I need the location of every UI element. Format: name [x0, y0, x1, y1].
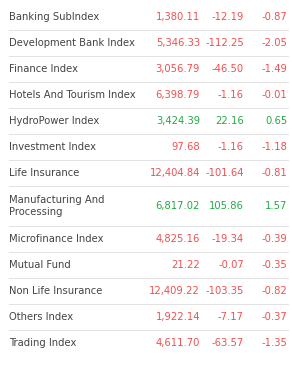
Text: -0.07: -0.07 [218, 260, 244, 270]
Text: 3,056.79: 3,056.79 [156, 64, 200, 74]
Text: Microfinance Index: Microfinance Index [9, 234, 103, 244]
Text: 1,922.14: 1,922.14 [156, 312, 200, 322]
Text: -112.25: -112.25 [205, 38, 244, 48]
Text: -7.17: -7.17 [218, 312, 244, 322]
Text: Finance Index: Finance Index [9, 64, 78, 74]
Text: -101.64: -101.64 [205, 168, 244, 178]
Text: 21.22: 21.22 [171, 260, 200, 270]
Text: 97.68: 97.68 [171, 142, 200, 152]
Text: 4,825.16: 4,825.16 [156, 234, 200, 244]
Text: -0.35: -0.35 [262, 260, 288, 270]
Text: Hotels And Tourism Index: Hotels And Tourism Index [9, 90, 135, 100]
Text: Trading Index: Trading Index [9, 338, 76, 348]
Text: 105.86: 105.86 [209, 201, 244, 211]
Text: 5,346.33: 5,346.33 [156, 38, 200, 48]
Text: 3,424.39: 3,424.39 [156, 116, 200, 126]
Text: -1.35: -1.35 [262, 338, 288, 348]
Text: -63.57: -63.57 [212, 338, 244, 348]
Text: -0.01: -0.01 [262, 90, 288, 100]
Text: -0.82: -0.82 [262, 286, 288, 296]
Text: 6,817.02: 6,817.02 [156, 201, 200, 211]
Text: -46.50: -46.50 [212, 64, 244, 74]
Text: -1.49: -1.49 [262, 64, 288, 74]
Text: -0.39: -0.39 [262, 234, 288, 244]
Text: -2.05: -2.05 [262, 38, 288, 48]
Text: -12.19: -12.19 [211, 12, 244, 22]
Text: Development Bank Index: Development Bank Index [9, 38, 135, 48]
Text: 1,380.11: 1,380.11 [156, 12, 200, 22]
Text: -1.16: -1.16 [218, 90, 244, 100]
Text: 1.57: 1.57 [265, 201, 288, 211]
Text: -0.37: -0.37 [262, 312, 288, 322]
Text: Manufacturing And
Processing: Manufacturing And Processing [9, 195, 104, 217]
Text: Mutual Fund: Mutual Fund [9, 260, 70, 270]
Text: 12,409.22: 12,409.22 [149, 286, 200, 296]
Text: 22.16: 22.16 [215, 116, 244, 126]
Text: Banking SubIndex: Banking SubIndex [9, 12, 99, 22]
Text: Non Life Insurance: Non Life Insurance [9, 286, 102, 296]
Text: Others Index: Others Index [9, 312, 73, 322]
Text: -0.87: -0.87 [262, 12, 288, 22]
Text: 12,404.84: 12,404.84 [150, 168, 200, 178]
Text: -1.18: -1.18 [262, 142, 288, 152]
Text: Investment Index: Investment Index [9, 142, 96, 152]
Text: Life Insurance: Life Insurance [9, 168, 79, 178]
Text: 6,398.79: 6,398.79 [156, 90, 200, 100]
Text: -103.35: -103.35 [206, 286, 244, 296]
Text: HydroPower Index: HydroPower Index [9, 116, 99, 126]
Text: -1.16: -1.16 [218, 142, 244, 152]
Text: -19.34: -19.34 [212, 234, 244, 244]
Text: -0.81: -0.81 [262, 168, 288, 178]
Text: 4,611.70: 4,611.70 [156, 338, 200, 348]
Text: 0.65: 0.65 [265, 116, 288, 126]
